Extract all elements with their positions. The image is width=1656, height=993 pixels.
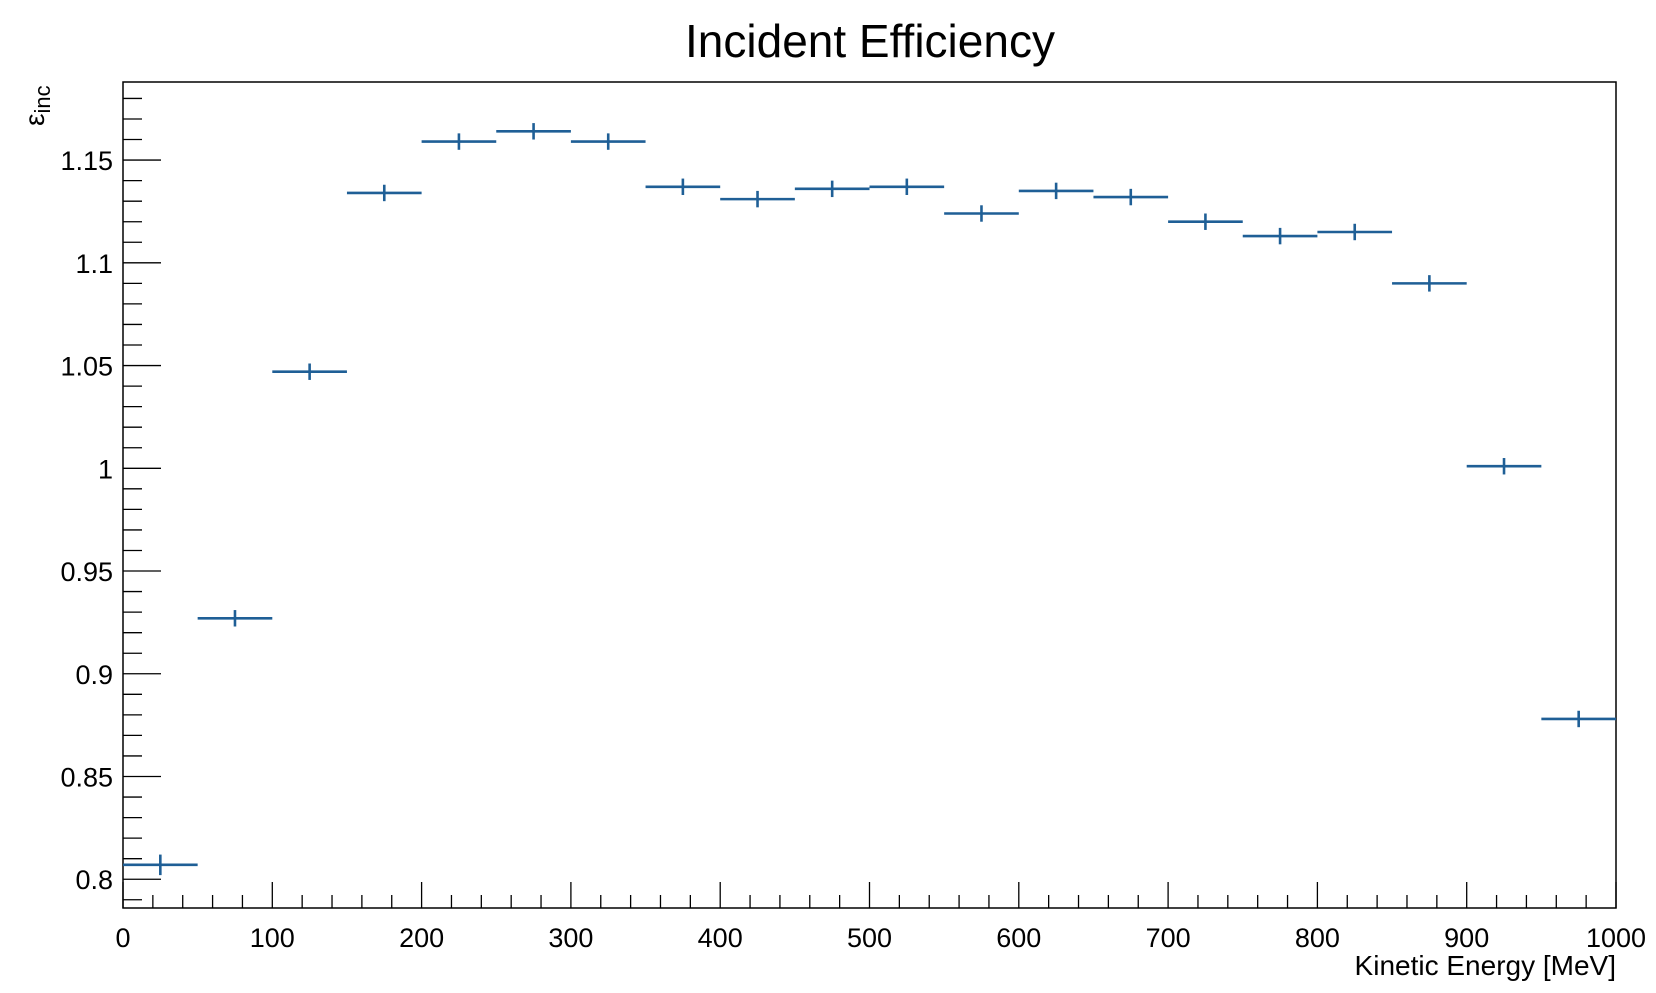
data-point — [421, 133, 497, 150]
data-point — [1541, 710, 1616, 728]
x-axis-tick-labels: 0 100 200 300 400 500 600 700 800 900 1000 — [115, 923, 1646, 953]
data-point — [720, 190, 795, 208]
data-point — [1093, 188, 1169, 206]
data-point — [197, 610, 273, 627]
x-tick-label: 900 — [1444, 923, 1489, 953]
x-axis-ticks — [122, 882, 1617, 908]
y-tick-label: 1.05 — [60, 352, 113, 382]
y-tick-label: 0.85 — [60, 762, 113, 792]
x-tick-label: 0 — [115, 923, 130, 953]
x-tick-label: 1000 — [1586, 923, 1646, 953]
data-point — [1242, 227, 1318, 245]
y-axis-title-symbol: ε — [19, 114, 50, 126]
x-tick-label: 200 — [399, 923, 444, 953]
data-point — [346, 184, 422, 202]
y-tick-label: 0.9 — [75, 660, 113, 690]
data-point — [1466, 458, 1542, 475]
x-tick-label: 800 — [1295, 923, 1340, 953]
y-tick-label: 0.95 — [60, 557, 113, 587]
x-tick-label: 400 — [698, 923, 743, 953]
data-points — [123, 123, 1616, 876]
data-point — [272, 363, 347, 380]
x-tick-label: 600 — [996, 923, 1041, 953]
y-axis-title-subscript: inc — [30, 85, 55, 113]
y-tick-label: 1 — [98, 454, 113, 484]
data-point — [944, 205, 1019, 222]
y-tick-label: 0.8 — [75, 865, 113, 895]
x-tick-label: 300 — [548, 923, 593, 953]
y-tick-label: 1.1 — [75, 249, 113, 279]
y-axis-ticks — [123, 97, 161, 901]
data-point — [570, 133, 646, 150]
y-axis-title: εinc — [19, 85, 55, 126]
x-tick-label: 500 — [847, 923, 892, 953]
plot-area-frame — [122, 81, 1617, 909]
data-point — [1018, 182, 1094, 200]
x-tick-label: 100 — [250, 923, 295, 953]
y-tick-label: 1.15 — [60, 146, 113, 176]
chart-title: Incident Efficiency — [685, 15, 1055, 67]
data-point — [1317, 223, 1393, 241]
x-axis-title: Kinetic Energy [MeV] — [1355, 950, 1616, 981]
data-point — [1168, 213, 1243, 230]
data-point — [869, 178, 945, 196]
y-axis-tick-labels: 0.8 0.85 0.9 0.95 1 1.05 1.1 1.15 — [60, 146, 113, 895]
data-point — [1392, 275, 1467, 292]
data-point — [496, 123, 571, 140]
data-point — [123, 854, 198, 876]
data-point — [794, 180, 870, 198]
x-tick-label: 700 — [1146, 923, 1191, 953]
data-point — [645, 178, 721, 196]
